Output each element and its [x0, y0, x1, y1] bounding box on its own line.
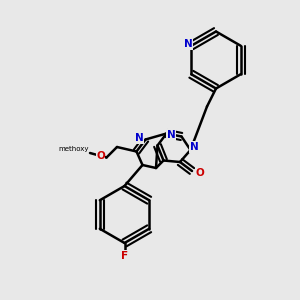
Text: methoxy: methoxy: [58, 146, 89, 152]
Text: O: O: [195, 167, 204, 178]
Text: O: O: [96, 151, 105, 161]
Text: N: N: [167, 130, 176, 140]
Text: F: F: [121, 251, 128, 261]
Text: N: N: [135, 133, 144, 143]
Text: N: N: [184, 39, 193, 49]
Text: N: N: [190, 142, 199, 152]
